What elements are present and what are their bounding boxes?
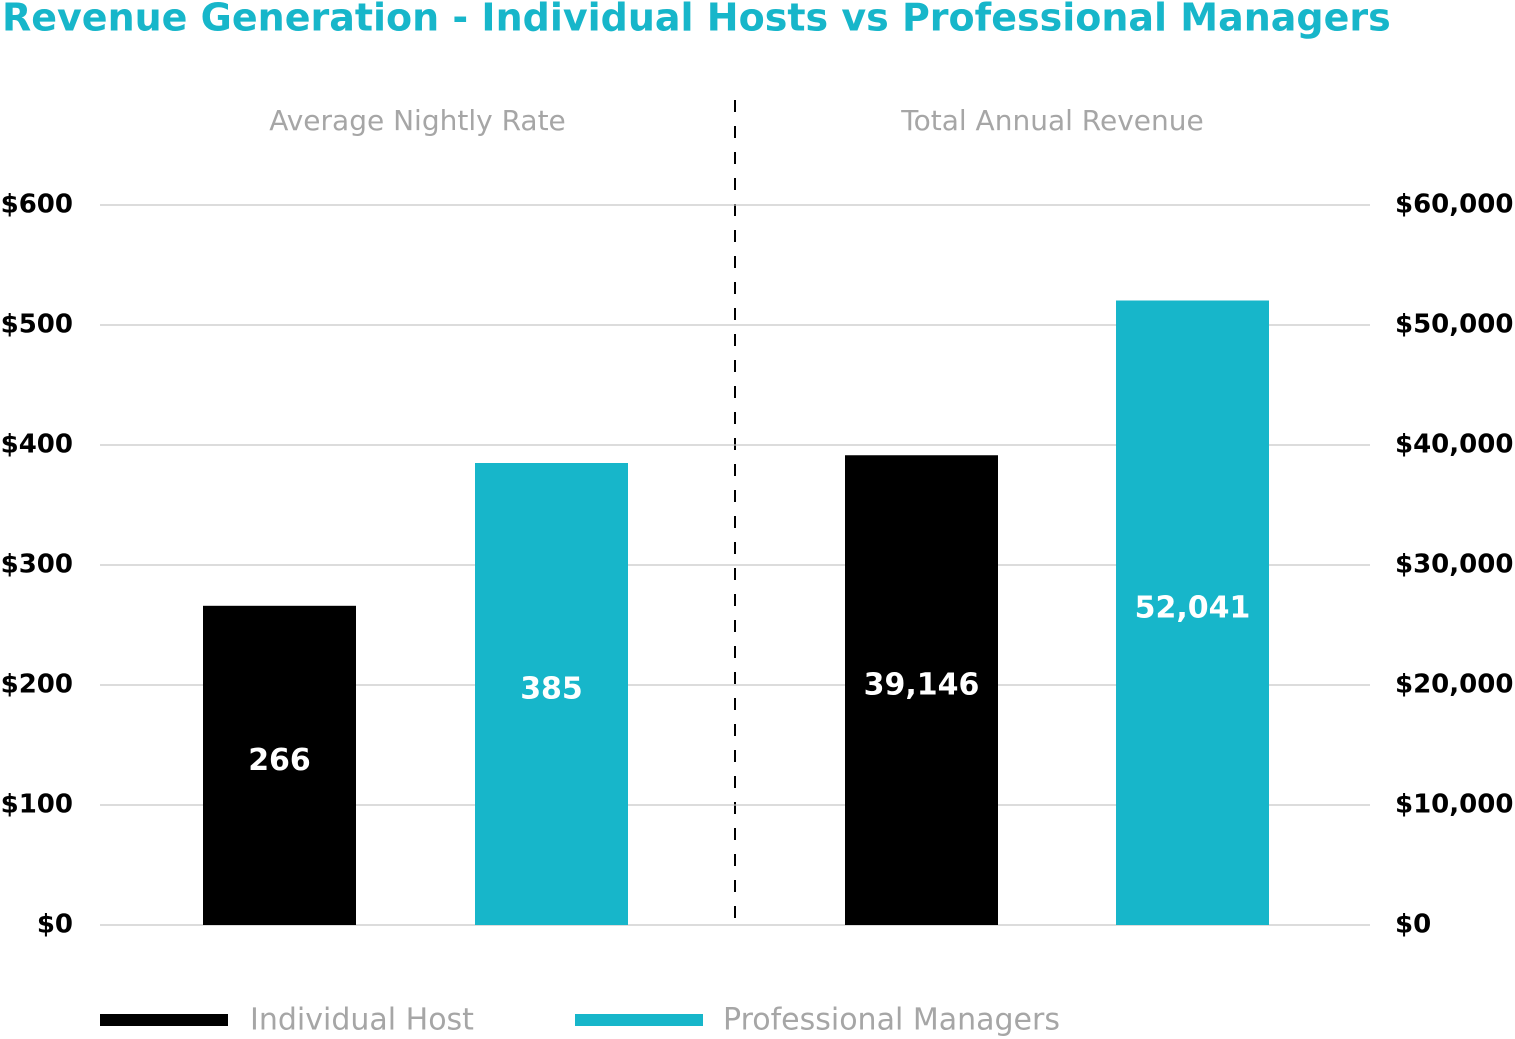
bar bbox=[203, 605, 356, 925]
y-tick-label: $100 bbox=[1, 790, 73, 820]
legend-swatch bbox=[575, 1014, 703, 1026]
data-label: 266 bbox=[248, 743, 311, 778]
y-tick-label: $30,000 bbox=[1395, 550, 1513, 580]
bar bbox=[475, 463, 628, 925]
y-tick-label: $0 bbox=[37, 910, 73, 940]
category-label: Total Annual Revenue bbox=[900, 104, 1203, 137]
data-label: 39,146 bbox=[864, 668, 980, 703]
y-tick-label: $500 bbox=[1, 310, 73, 340]
y-tick-label: $20,000 bbox=[1395, 670, 1513, 700]
y-tick-label: $400 bbox=[1, 430, 73, 460]
category-label: Average Nightly Rate bbox=[269, 104, 566, 137]
data-label: 52,041 bbox=[1135, 590, 1251, 625]
legend-label: Professional Managers bbox=[723, 1003, 1060, 1038]
y-tick-label: $0 bbox=[1395, 910, 1431, 940]
y-tick-label: $40,000 bbox=[1395, 430, 1513, 460]
bar bbox=[845, 455, 998, 925]
y-tick-label: $600 bbox=[1, 190, 73, 220]
y-tick-label: $300 bbox=[1, 550, 73, 580]
y-tick-label: $10,000 bbox=[1395, 790, 1513, 820]
chart-title: Revenue Generation - Individual Hosts vs… bbox=[2, 0, 1391, 40]
bar bbox=[1116, 300, 1269, 925]
legend-swatch bbox=[100, 1014, 228, 1026]
y-tick-label: $60,000 bbox=[1395, 190, 1513, 220]
y-tick-label: $200 bbox=[1, 670, 73, 700]
y-tick-label: $50,000 bbox=[1395, 310, 1513, 340]
legend-label: Individual Host bbox=[250, 1003, 474, 1038]
data-label: 385 bbox=[520, 672, 583, 707]
